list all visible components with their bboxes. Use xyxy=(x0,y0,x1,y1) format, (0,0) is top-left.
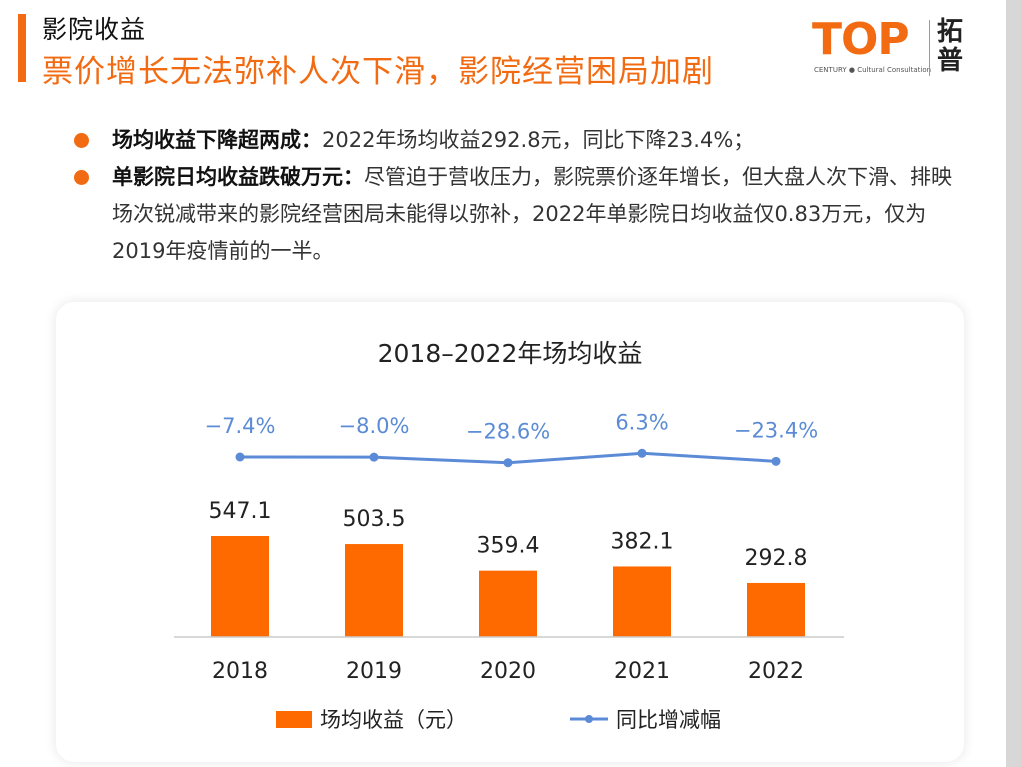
logo-separator xyxy=(929,20,930,76)
bullet-dot-icon xyxy=(74,133,89,148)
legend-line-marker xyxy=(585,715,593,723)
bar-value-label: 359.4 xyxy=(477,534,540,559)
chart: 2018–2022年场均收益 −7.4% −8.0% −28.6% 6.3% −23.4… xyxy=(174,339,844,732)
legend-line-label: 同比增减幅 xyxy=(616,708,721,732)
legend-bar-label: 场均收益（元） xyxy=(320,708,467,732)
bar-value-label: 547.1 xyxy=(209,499,272,524)
bullet-lead: 场均收益下降超两成： xyxy=(112,128,322,152)
bar-value-label: 503.5 xyxy=(343,507,406,532)
yoy-value-label: −28.6% xyxy=(466,420,550,444)
header-accent-bar xyxy=(18,14,26,82)
logo-chinese: 拓普 xyxy=(937,17,964,76)
page-edge xyxy=(1006,0,1021,767)
logo-wordmark: TOP xyxy=(812,14,910,65)
bar-value-label: 292.8 xyxy=(745,546,808,571)
yoy-point xyxy=(637,448,647,458)
bar xyxy=(747,582,805,637)
chart-card: 2018–2022年场均收益 −7.4% −8.0% −28.6% 6.3% −23.4… xyxy=(56,302,964,762)
yoy-point xyxy=(771,456,781,466)
yoy-point xyxy=(503,458,513,468)
yoy-value-label: −8.0% xyxy=(339,414,410,438)
yoy-point xyxy=(369,452,379,462)
section-label: 影院收益 xyxy=(42,15,147,44)
bar xyxy=(211,536,269,637)
legend: 场均收益（元） 同比增减幅 xyxy=(276,708,721,732)
bar xyxy=(613,566,671,637)
bar xyxy=(345,544,403,637)
bullet-dot-icon xyxy=(74,170,89,185)
bullet-list: 场均收益下降超两成：2022年场均收益292.8元，同比下降23.4%； 单影院… xyxy=(74,122,954,270)
top-logo: TOP CENTURY ● Cultural Consultation 拓普 xyxy=(812,14,977,80)
yoy-value-label: −23.4% xyxy=(734,418,818,442)
yoy-value-label: −7.4% xyxy=(205,414,276,438)
yoy-value-label: 6.3% xyxy=(615,410,668,434)
bullet-lead: 单影院日均收益跌破万元： xyxy=(112,165,364,189)
bullet-item: 单影院日均收益跌破万元：尽管迫于营收压力，影院票价逐年增长，但大盘人次下滑、排映… xyxy=(74,159,954,270)
bar-value-label: 382.1 xyxy=(611,529,674,554)
x-tick-label: 2020 xyxy=(480,659,536,684)
x-tick-label: 2019 xyxy=(346,659,402,684)
x-tick-label: 2018 xyxy=(212,659,268,684)
logo-subtitle: CENTURY ● Cultural Consultation xyxy=(814,66,932,74)
x-tick-label: 2021 xyxy=(614,659,670,684)
bullet-text: 2022年场均收益292.8元，同比下降23.4%； xyxy=(322,128,755,152)
legend-bar-swatch xyxy=(276,711,312,728)
yoy-point xyxy=(235,452,245,462)
bar xyxy=(479,570,537,637)
bullet-item: 场均收益下降超两成：2022年场均收益292.8元，同比下降23.4%； xyxy=(74,122,954,159)
page-headline: 票价增长无法弥补人次下滑，影院经营困局加剧 xyxy=(42,54,714,90)
chart-title: 2018–2022年场均收益 xyxy=(378,339,643,368)
bullet-text: 尽管迫于营收压力，影院票价逐年增长，但大盘人次下滑、排映场次锐减带来的影院经营困… xyxy=(112,165,952,263)
x-tick-label: 2022 xyxy=(748,659,804,684)
